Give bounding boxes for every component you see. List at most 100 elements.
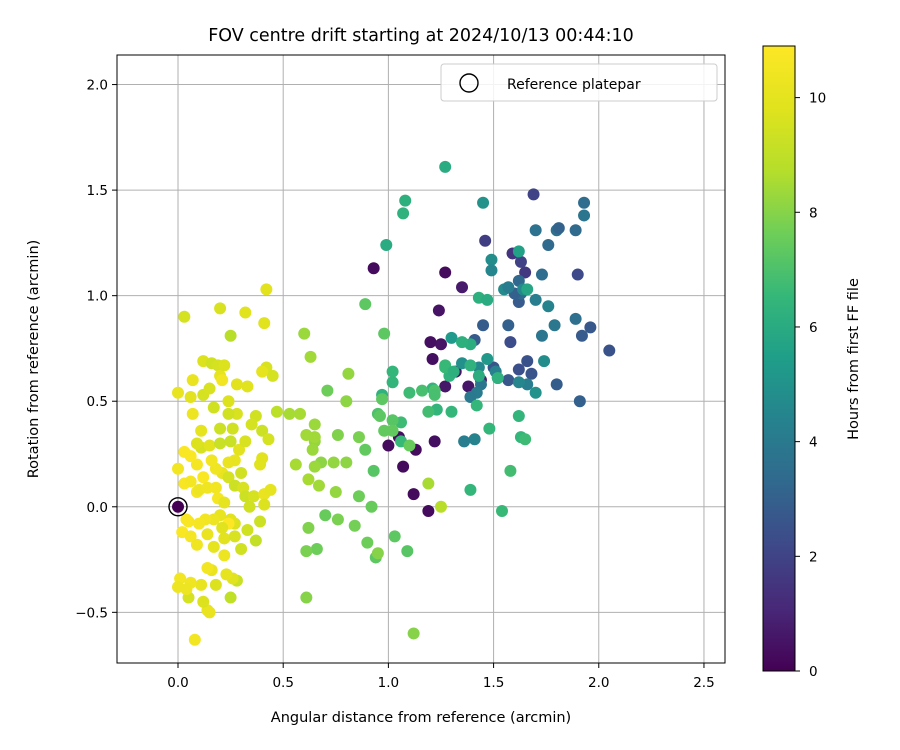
data-point: [348, 519, 361, 532]
data-point: [352, 490, 365, 503]
data-point: [439, 266, 452, 279]
reference-platepar-marker: [168, 497, 188, 517]
data-point: [352, 431, 365, 444]
data-point: [310, 543, 323, 555]
data-point: [542, 239, 555, 251]
data-point: [426, 353, 439, 365]
data-point: [218, 549, 231, 562]
data-point: [371, 547, 384, 560]
data-point: [304, 350, 317, 363]
data-point: [386, 424, 399, 437]
data-point: [380, 239, 393, 251]
colorbar-tick-label: 4: [809, 435, 818, 451]
data-point: [214, 302, 227, 315]
data-point: [172, 500, 185, 513]
colorbar-gradient: [762, 45, 796, 672]
data-point: [188, 633, 201, 646]
data-point: [195, 424, 208, 437]
data-point: [230, 378, 243, 391]
data-point: [300, 545, 313, 558]
data-point: [239, 490, 252, 503]
data-point: [504, 336, 517, 349]
data-point: [403, 439, 416, 452]
data-point: [209, 578, 222, 591]
data-point: [519, 433, 532, 446]
data-point: [428, 388, 441, 401]
data-point: [186, 374, 199, 387]
data-point: [382, 439, 395, 452]
data-point: [249, 534, 262, 547]
data-point: [178, 445, 191, 458]
data-point: [235, 543, 248, 555]
y-tick-label: 1.0: [87, 289, 108, 305]
x-axis-label: Angular distance from reference (arcmin): [271, 710, 571, 726]
data-point: [386, 365, 399, 378]
data-point: [222, 471, 235, 484]
data-point: [228, 530, 241, 543]
data-point: [397, 460, 410, 473]
data-point: [481, 353, 494, 365]
data-point: [312, 479, 325, 492]
data-point: [197, 595, 210, 608]
data-point: [447, 365, 460, 378]
data-point: [403, 386, 416, 399]
data-point: [367, 262, 380, 275]
data-point: [190, 538, 203, 551]
data-point: [401, 545, 414, 558]
data-point: [373, 410, 386, 422]
data-point: [529, 224, 542, 237]
data-point: [458, 435, 471, 448]
data-point: [376, 393, 389, 406]
colorbar-tick-label: 0: [809, 664, 818, 680]
data-point: [512, 410, 525, 422]
data-point: [184, 530, 197, 543]
data-point: [512, 245, 525, 258]
grid-lines: [117, 55, 725, 663]
data-point: [573, 395, 586, 408]
y-tick-label: 1.5: [87, 183, 108, 199]
colorbar-tick-label: 10: [809, 91, 826, 107]
data-point: [184, 475, 197, 488]
data-point: [258, 498, 271, 511]
data-point: [190, 458, 203, 471]
data-point: [407, 627, 420, 640]
data-point: [302, 473, 315, 486]
data-point: [258, 317, 271, 330]
data-point: [203, 382, 216, 395]
data-point: [578, 209, 591, 222]
y-tick-label: 0.0: [87, 500, 108, 516]
data-point: [214, 422, 227, 435]
colorbar-tick-label: 6: [809, 320, 818, 336]
data-point: [378, 424, 391, 437]
data-point: [197, 471, 210, 484]
data-point: [462, 380, 475, 393]
data-point: [439, 380, 452, 393]
data-point: [456, 281, 469, 294]
data-point: [203, 606, 216, 619]
data-point: [201, 481, 214, 494]
data-point: [222, 407, 235, 420]
data-point: [224, 329, 237, 342]
data-point: [569, 312, 582, 325]
data-point: [483, 422, 496, 435]
data-point: [172, 462, 185, 475]
data-point: [201, 562, 214, 574]
y-axis-ticks: −0.5 0.0 0.5 1.0 1.5 2.0: [75, 78, 117, 621]
data-point: [514, 255, 527, 268]
data-point: [477, 319, 490, 332]
data-point: [327, 456, 340, 469]
colorbar-label: Hours from first FF file: [846, 278, 862, 440]
data-point: [340, 395, 353, 408]
data-point: [254, 515, 267, 528]
data-point: [342, 367, 355, 380]
data-point: [222, 456, 235, 469]
data-point: [260, 283, 273, 296]
x-tick-label: 2.5: [693, 675, 714, 691]
data-point: [399, 194, 412, 207]
data-point: [203, 439, 216, 452]
data-point: [298, 327, 311, 340]
data-point: [365, 500, 378, 513]
data-point: [239, 435, 252, 448]
data-point: [340, 456, 353, 469]
y-tick-label: 0.5: [87, 394, 108, 410]
